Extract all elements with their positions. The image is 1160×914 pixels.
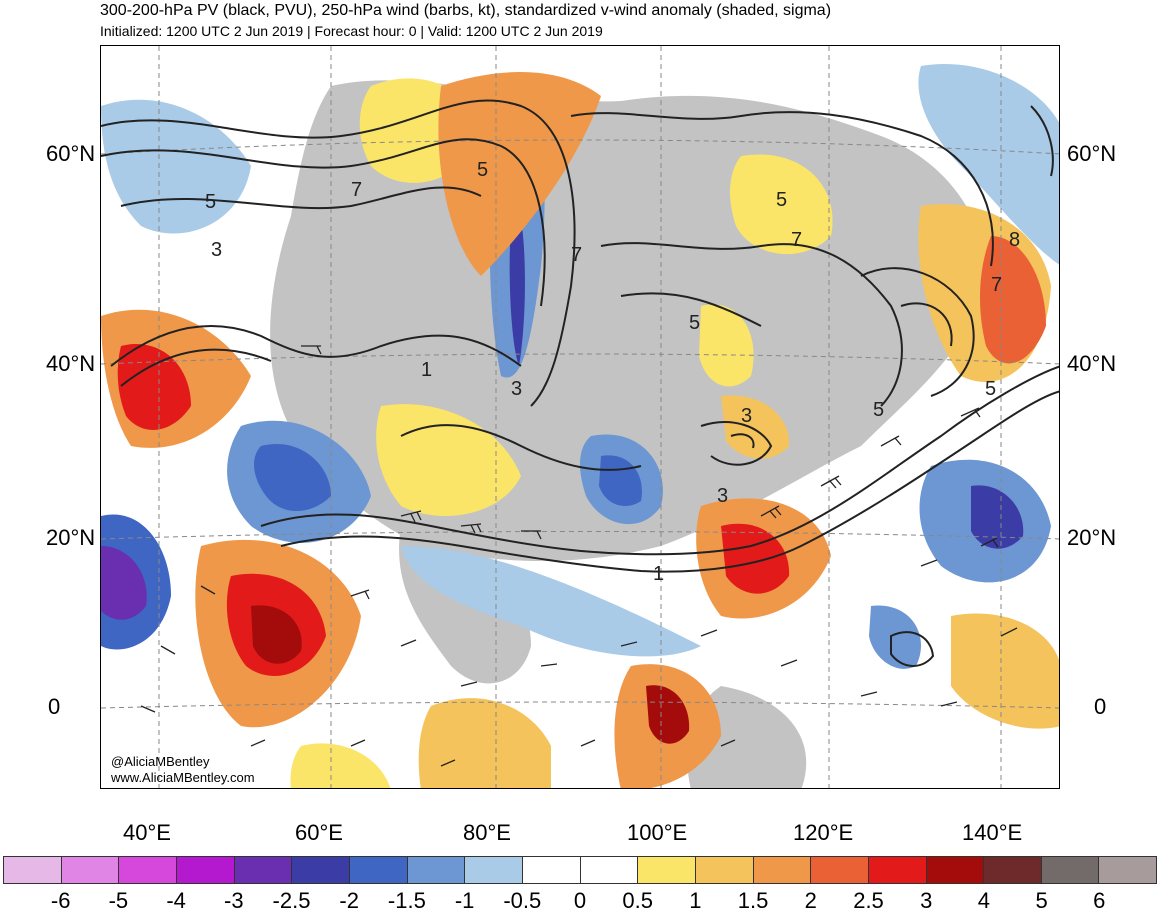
colorbar-swatch bbox=[176, 857, 235, 883]
blue-core-arabia bbox=[254, 444, 331, 511]
contour-label: 7 bbox=[571, 244, 582, 266]
blue-core-pacific bbox=[971, 485, 1024, 549]
colorbar-tick-label: 0 bbox=[573, 888, 587, 913]
contour-label: 5 bbox=[873, 399, 884, 421]
contour-label: 8 bbox=[1009, 229, 1020, 251]
colorbar-tick-label: -0.5 bbox=[503, 888, 542, 913]
pv-contours bbox=[101, 99, 1059, 667]
lat-label-60n-left: 60°N bbox=[46, 141, 96, 166]
red-core-mediterranean bbox=[117, 344, 191, 430]
colorbar-swatch bbox=[811, 857, 869, 883]
lon-label-120e: 120°E bbox=[793, 820, 854, 845]
colorbar-swatch bbox=[119, 857, 177, 883]
colorbar-tick-label: -1 bbox=[454, 888, 475, 913]
contour-label: 3 bbox=[511, 378, 522, 400]
colorbar-swatch bbox=[61, 857, 120, 883]
colorbar-swatch bbox=[638, 857, 696, 883]
map-title: 300-200-hPa PV (black, PVU), 250-hPa win… bbox=[100, 2, 832, 19]
lat-label-20n-left: 20°N bbox=[46, 525, 96, 550]
lat-label-40n-left: 40°N bbox=[46, 351, 96, 376]
blue-patch-ne bbox=[918, 64, 1059, 265]
colorbar-tick-label: 5 bbox=[1035, 888, 1048, 913]
colorbar bbox=[3, 856, 1157, 884]
yellow-patch-equator bbox=[290, 743, 391, 788]
contour-label: 5 bbox=[776, 189, 787, 211]
darkred-core-sumatra bbox=[646, 685, 690, 744]
colorbar-tick-label: -4 bbox=[166, 888, 186, 913]
colorbar-tick-label: -2.5 bbox=[272, 888, 311, 913]
colorbar-swatch bbox=[1099, 857, 1157, 883]
colorbar-swatch bbox=[695, 857, 754, 883]
purple-core-africa bbox=[101, 546, 147, 620]
blue-band-south bbox=[401, 546, 701, 657]
blue-patch-philippine bbox=[869, 605, 921, 669]
colorbar-swatch bbox=[1041, 857, 1100, 883]
red-patch-japan-north bbox=[979, 236, 1046, 364]
lat-label-0-right: 0 bbox=[1094, 694, 1107, 719]
colorbar-swatch bbox=[868, 857, 927, 883]
colorbar-swatch bbox=[926, 857, 985, 883]
wind-barbs bbox=[140, 345, 1018, 767]
colorbar-swatch bbox=[753, 857, 812, 883]
contour-label-group: 5 7 5 3 7 5 7 8 7 5 1 3 3 5 5 3 1 bbox=[205, 159, 1020, 585]
colorbar-tick-label: -2 bbox=[339, 888, 359, 913]
darkred-core-arabian bbox=[251, 605, 302, 664]
graticule bbox=[101, 46, 1059, 788]
yellow-patch-western-pacific bbox=[951, 613, 1059, 729]
lat-label-20n-right: 20°N bbox=[1067, 525, 1117, 550]
map-subtitle: Initialized: 1200 UTC 2 Jun 2019 | Forec… bbox=[100, 23, 603, 39]
colorbar-tick-label: -6 bbox=[50, 888, 71, 913]
contour-label: 5 bbox=[205, 191, 216, 213]
contour-label: 7 bbox=[991, 274, 1002, 296]
colorbar-swatch bbox=[4, 857, 62, 883]
map-canvas: 5 7 5 3 7 5 7 8 7 5 1 3 3 5 5 3 1 bbox=[101, 46, 1059, 788]
credit-url: www.AliciaMBentley.com bbox=[111, 770, 255, 785]
lon-label-80e: 80°E bbox=[463, 820, 511, 845]
colorbar-tick-label: 2 bbox=[804, 888, 817, 913]
yellow-patch-mongolia bbox=[729, 154, 833, 255]
colorbar-tick-label: 6 bbox=[1093, 888, 1106, 913]
yellow-patch-north-china bbox=[699, 304, 754, 387]
colorbar-tick-label: 3 bbox=[920, 888, 933, 913]
colorbar-tick-label: -3 bbox=[224, 888, 244, 913]
lon-label-60e: 60°E bbox=[295, 820, 343, 845]
lat-label-60n-right: 60°N bbox=[1067, 141, 1117, 166]
colorbar-swatch bbox=[522, 857, 581, 883]
lon-label-140e: 140°E bbox=[962, 820, 1023, 845]
orange-patch-yellow-sea bbox=[721, 395, 790, 459]
colorbar-tick-label: 4 bbox=[977, 888, 991, 913]
colorbar-swatch bbox=[349, 857, 408, 883]
colorbar-tick-label: 1.5 bbox=[737, 888, 769, 913]
contour-label: 3 bbox=[211, 239, 222, 261]
weather-map: 5 7 5 3 7 5 7 8 7 5 1 3 3 5 5 3 1 bbox=[100, 45, 1060, 789]
credit-handle: @AliciaMBentley bbox=[111, 754, 210, 769]
colorbar-tick-label: -1.5 bbox=[387, 888, 426, 913]
colorbar-swatch bbox=[407, 857, 466, 883]
colorbar-swatch bbox=[292, 857, 350, 883]
lon-label-40e: 40°E bbox=[123, 820, 171, 845]
lat-label-40n-right: 40°N bbox=[1067, 351, 1117, 376]
contour-label: 7 bbox=[351, 179, 362, 201]
contour-label: 7 bbox=[791, 229, 802, 251]
colorbar-swatch bbox=[984, 857, 1042, 883]
orange-patch-siberia bbox=[438, 72, 601, 276]
colorbar-swatch bbox=[465, 857, 523, 883]
contour-label: 1 bbox=[421, 359, 432, 381]
contour-label: 5 bbox=[985, 378, 996, 400]
lat-label-0-left: 0 bbox=[48, 694, 61, 719]
colorbar-tick-label: -5 bbox=[108, 888, 129, 913]
colorbar-tick-label: 2.5 bbox=[853, 888, 884, 913]
colorbar-swatch bbox=[234, 857, 293, 883]
contour-label: 5 bbox=[689, 312, 700, 334]
red-core-south-china bbox=[721, 523, 790, 594]
colorbar-swatch bbox=[580, 857, 639, 883]
contour-label: 3 bbox=[741, 405, 752, 427]
contour-label: 1 bbox=[653, 563, 664, 585]
lon-label-100e: 100°E bbox=[627, 820, 688, 845]
colorbar-tick-label: 0.5 bbox=[622, 888, 653, 913]
colorbar-tick-label: 1 bbox=[689, 888, 702, 913]
contour-label: 5 bbox=[477, 159, 488, 181]
yellow-patch-indian-ocean bbox=[418, 698, 551, 788]
contour-label: 3 bbox=[717, 485, 728, 507]
